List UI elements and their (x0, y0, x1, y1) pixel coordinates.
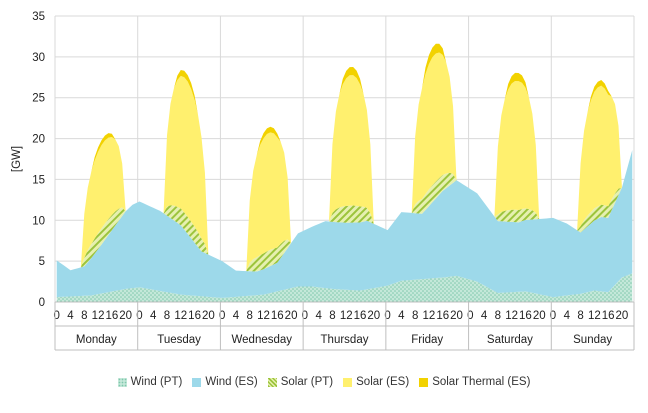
y-tick-label: 30 (32, 52, 45, 64)
x-hour-tick-label: 20 (616, 310, 629, 322)
legend-swatch (343, 377, 353, 387)
legend-label: Solar Thermal (ES) (432, 376, 531, 388)
x-day-label: Wednesday (232, 334, 293, 346)
x-hour-tick-label: 4 (564, 310, 571, 322)
x-hour-tick-label: 20 (285, 310, 298, 322)
x-day-label: Thursday (321, 334, 369, 346)
legend-label: Solar (ES) (356, 376, 410, 388)
x-hour-tick-label: 12 (92, 310, 105, 322)
x-hour-tick-label: 8 (164, 310, 170, 322)
legend: Wind (PT) Wind (ES) Solar (PT) Solar (ES) So… (0, 376, 648, 388)
legend-label: Solar (PT) (280, 376, 334, 388)
legend-item: Wind (PT) (117, 376, 183, 388)
x-hour-tick-label: 0 (54, 310, 60, 322)
x-hour-tick-label: 4 (150, 310, 157, 322)
x-hour-tick-label: 20 (450, 310, 463, 322)
x-hour-tick-label: 20 (202, 310, 215, 322)
x-hour-tick-label: 8 (412, 310, 418, 322)
x-hour-tick-label: 0 (136, 310, 142, 322)
x-hour-tick-label: 16 (188, 310, 201, 322)
x-hour-tick-label: 0 (550, 310, 556, 322)
y-tick-label: 15 (32, 174, 45, 186)
x-hour-tick-label: 12 (423, 310, 436, 322)
x-hour-tick-label: 0 (384, 310, 390, 322)
area-solar-pt (56, 150, 633, 272)
x-day-label: Monday (76, 334, 117, 346)
y-tick-label: 20 (32, 134, 45, 146)
x-hour-tick-label: 16 (519, 310, 532, 322)
legend-item: Solar (PT) (267, 376, 334, 388)
legend-label: Wind (PT) (130, 376, 183, 388)
y-tick-label: 10 (32, 215, 45, 227)
legend-swatch (192, 377, 202, 387)
x-hour-tick-label: 12 (257, 310, 270, 322)
x-hour-tick-label: 12 (340, 310, 353, 322)
y-axis-label: [GW] (11, 146, 23, 172)
legend-label: Wind (ES) (205, 376, 258, 388)
legend-swatch (419, 377, 429, 387)
x-hour-tick-label: 20 (533, 310, 546, 322)
x-hour-tick-label: 0 (302, 310, 308, 322)
x-hour-tick-label: 4 (398, 310, 405, 322)
x-hour-tick-label: 16 (105, 310, 118, 322)
legend-swatch (267, 377, 277, 387)
x-hour-tick-label: 4 (481, 310, 488, 322)
y-tick-label: 25 (32, 93, 45, 105)
x-hour-tick-label: 16 (436, 310, 449, 322)
legend-item: Solar Thermal (ES) (419, 376, 530, 388)
legend-swatch (117, 377, 127, 387)
x-hour-tick-label: 12 (174, 310, 187, 322)
x-hour-tick-label: 8 (81, 310, 87, 322)
x-day-label: Tuesday (157, 334, 201, 346)
x-hour-tick-label: 16 (271, 310, 284, 322)
x-hour-tick-label: 8 (329, 310, 335, 322)
legend-item: Wind (ES) (192, 376, 258, 388)
x-hour-tick-label: 0 (467, 310, 473, 322)
x-hour-tick-label: 20 (119, 310, 132, 322)
x-hour-tick-label: 8 (577, 310, 583, 322)
area-wind-pt (56, 273, 633, 302)
x-hour-tick-label: 4 (315, 310, 322, 322)
x-day-label: Friday (411, 334, 443, 346)
x-day-label: Saturday (487, 334, 533, 346)
x-hour-tick-label: 16 (602, 310, 615, 322)
x-hour-tick-label: 20 (367, 310, 380, 322)
plot-areas (56, 43, 633, 302)
x-hour-tick-label: 4 (233, 310, 240, 322)
y-tick-label: 35 (32, 11, 45, 23)
x-hour-tick-label: 12 (505, 310, 518, 322)
x-day-label: Sunday (573, 334, 612, 346)
area-solar-es (56, 52, 633, 272)
y-tick-label: 5 (39, 256, 45, 268)
area-wind-es (56, 150, 633, 298)
x-hour-tick-label: 12 (588, 310, 601, 322)
y-tick-label: 0 (39, 297, 45, 309)
x-hour-tick-label: 0 (219, 310, 225, 322)
x-hour-tick-label: 8 (495, 310, 501, 322)
x-hour-tick-label: 4 (67, 310, 74, 322)
x-hour-tick-label: 8 (247, 310, 253, 322)
x-hour-tick-label: 16 (354, 310, 367, 322)
legend-item: Solar (ES) (343, 376, 409, 388)
